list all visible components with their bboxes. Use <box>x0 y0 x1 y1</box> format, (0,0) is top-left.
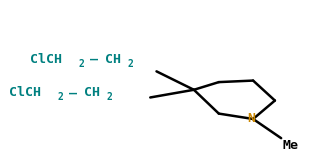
Text: ClCH: ClCH <box>30 53 62 66</box>
Text: ClCH: ClCH <box>9 86 41 99</box>
Text: 2: 2 <box>58 93 64 102</box>
Text: 2: 2 <box>107 93 113 102</box>
Text: N: N <box>248 113 255 126</box>
Text: Me: Me <box>283 139 299 152</box>
Text: —: — <box>90 53 98 66</box>
Text: CH: CH <box>105 53 121 66</box>
Text: CH: CH <box>84 86 100 99</box>
Text: 2: 2 <box>128 59 134 69</box>
Text: —: — <box>69 86 77 99</box>
Text: 2: 2 <box>79 59 85 69</box>
